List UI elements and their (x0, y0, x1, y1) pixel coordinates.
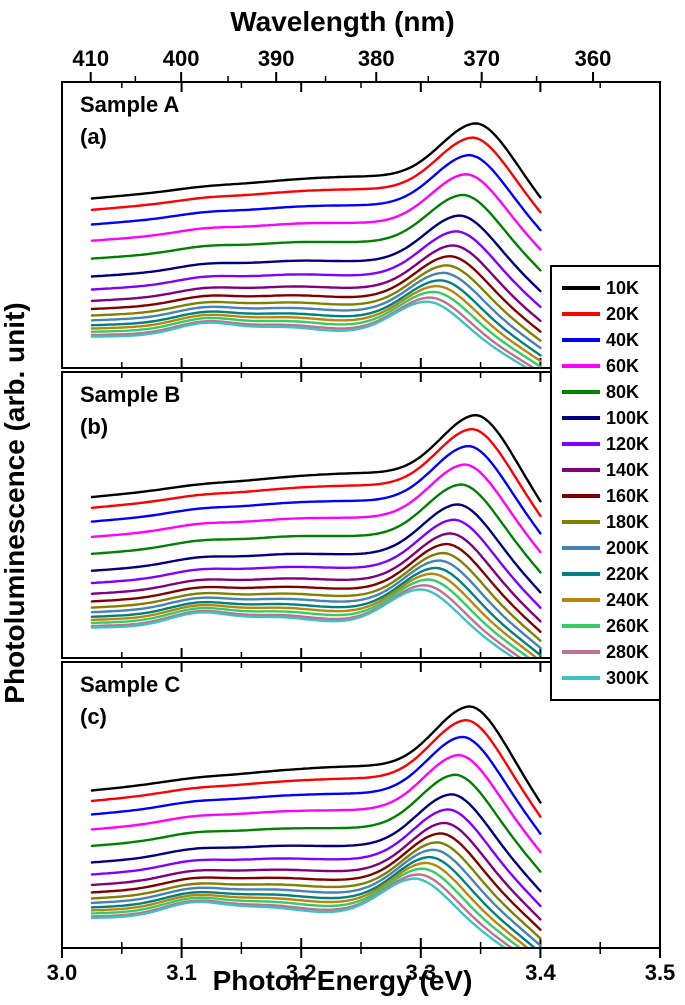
legend-swatch (562, 520, 600, 524)
top-tick-label: 400 (163, 46, 200, 71)
legend-swatch (562, 676, 600, 680)
legend-item: 40K (562, 327, 649, 353)
legend-label: 300K (606, 668, 649, 689)
legend-swatch (562, 624, 600, 628)
bottom-tick-label: 3.5 (645, 960, 676, 985)
panel-curves (92, 706, 541, 974)
figure: Wavelength (nm) Photon Energy (eV) Photo… (0, 0, 685, 1005)
legend-label: 200K (606, 538, 649, 559)
panel-letter: (c) (80, 704, 107, 729)
legend-item: 160K (562, 483, 649, 509)
bottom-tick-label: 3.1 (166, 960, 197, 985)
legend-item: 300K (562, 665, 649, 691)
legend-swatch (562, 598, 600, 602)
legend-swatch (562, 416, 600, 420)
legend-swatch (562, 650, 600, 654)
legend-label: 40K (606, 330, 639, 351)
legend-swatch (562, 572, 600, 576)
top-tick-label: 390 (258, 46, 295, 71)
legend-item: 80K (562, 379, 649, 405)
legend-swatch (562, 312, 600, 316)
legend-item: 200K (562, 535, 649, 561)
panel-title: Sample B (80, 382, 180, 407)
panel-letter: (b) (80, 414, 108, 439)
legend-item: 20K (562, 301, 649, 327)
spectrum-line (92, 123, 541, 198)
spectrum-line (92, 580, 541, 667)
legend-label: 120K (606, 434, 649, 455)
legend-item: 120K (562, 431, 649, 457)
panel-letter: (a) (80, 124, 107, 149)
bottom-tick-label: 3.0 (47, 960, 78, 985)
bottom-tick-label: 3.4 (525, 960, 556, 985)
spectrum-line (92, 429, 541, 516)
legend-swatch (562, 494, 600, 498)
legend-label: 20K (606, 304, 639, 325)
left-axis-label: Photoluminescence (arb. unit) (0, 302, 31, 703)
legend-swatch (562, 468, 600, 472)
legend-label: 280K (606, 642, 649, 663)
legend-label: 100K (606, 408, 649, 429)
spectrum-line (92, 302, 541, 377)
legend-label: 160K (606, 486, 649, 507)
legend-item: 60K (562, 353, 649, 379)
top-tick-label: 380 (358, 46, 395, 71)
legend-label: 140K (606, 460, 649, 481)
legend-swatch (562, 286, 600, 290)
legend-item: 180K (562, 509, 649, 535)
legend-swatch (562, 390, 600, 394)
legend-swatch (562, 546, 600, 550)
panel-title: Sample A (80, 92, 180, 117)
legend-label: 260K (606, 616, 649, 637)
legend-label: 80K (606, 382, 639, 403)
legend-label: 10K (606, 278, 639, 299)
top-tick-label: 360 (575, 46, 612, 71)
panel-title: Sample C (80, 672, 180, 697)
legend-item: 260K (562, 613, 649, 639)
legend-item: 10K (562, 275, 649, 301)
legend-swatch (562, 442, 600, 446)
top-tick-label: 410 (72, 46, 109, 71)
legend: 10K 20K 40K 60K 80K 100K 120K 140K 160K 180K 200K 2… (550, 265, 661, 701)
spectrum-line (92, 706, 541, 802)
legend-item: 220K (562, 561, 649, 587)
bottom-axis-label: Photon Energy (eV) (213, 965, 473, 997)
legend-item: 140K (562, 457, 649, 483)
spectrum-line (92, 465, 541, 553)
legend-item: 240K (562, 587, 649, 613)
legend-label: 60K (606, 356, 639, 377)
legend-label: 220K (606, 564, 649, 585)
top-tick-label: 370 (463, 46, 500, 71)
legend-label: 180K (606, 512, 649, 533)
legend-swatch (562, 364, 600, 368)
panel-curves (92, 415, 541, 676)
panel-curves (92, 123, 541, 376)
legend-label: 240K (606, 590, 649, 611)
top-axis-label: Wavelength (nm) (230, 6, 455, 38)
legend-swatch (562, 338, 600, 342)
legend-item: 280K (562, 639, 649, 665)
legend-item: 100K (562, 405, 649, 431)
